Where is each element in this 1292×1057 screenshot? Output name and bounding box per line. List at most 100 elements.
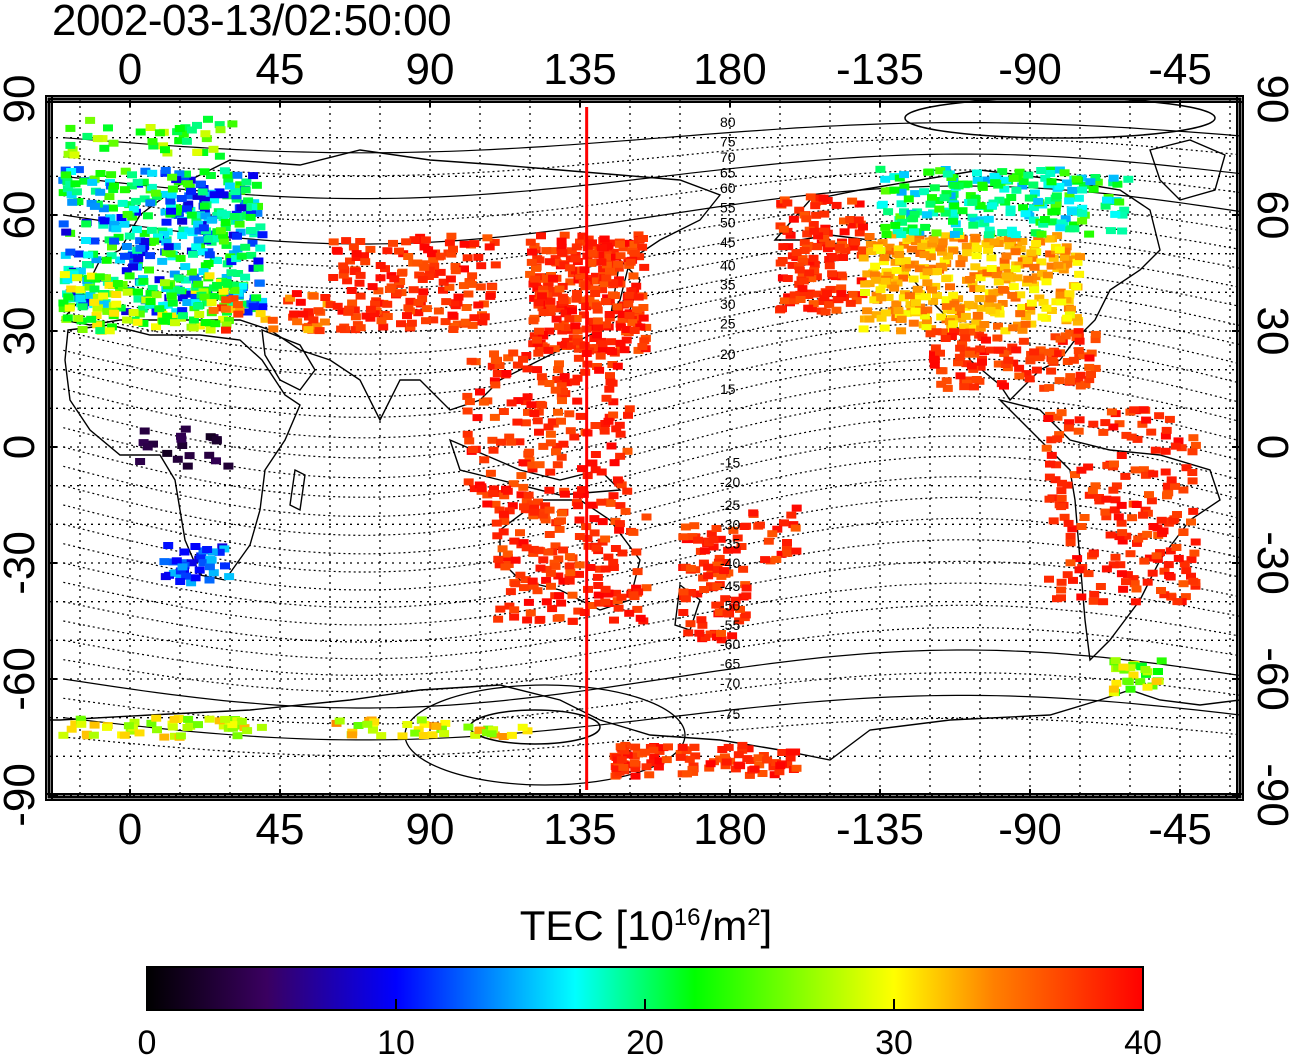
- tec-sample: [298, 310, 309, 318]
- tec-sample: [1086, 371, 1096, 378]
- tec-sample: [925, 249, 936, 257]
- tec-sample: [1029, 348, 1040, 356]
- tec-sample: [1090, 482, 1101, 490]
- tec-sample: [649, 753, 660, 761]
- tec-sample: [1117, 537, 1128, 545]
- tec-sample: [977, 358, 987, 366]
- tec-sample: [328, 238, 339, 246]
- tec-sample: [210, 320, 221, 328]
- tec-sample: [190, 574, 201, 582]
- tec-sample: [608, 558, 619, 566]
- tec-sample: [417, 295, 428, 303]
- colorbar-tick-label: 40: [1124, 1024, 1162, 1057]
- tec-sample: [378, 323, 389, 331]
- tec-sample: [218, 237, 229, 245]
- tec-sample: [689, 522, 700, 530]
- tec-sample: [908, 215, 919, 223]
- tec-sample: [1101, 495, 1112, 503]
- tec-sample: [889, 186, 900, 194]
- tec-sample: [785, 754, 796, 762]
- tec-sample: [899, 208, 909, 216]
- tec-sample: [873, 244, 884, 252]
- tec-sample: [932, 268, 942, 275]
- tec-sample: [599, 427, 610, 435]
- tec-sample: [505, 588, 516, 596]
- tec-sample: [159, 558, 170, 566]
- tec-sample: [678, 533, 689, 541]
- tec-sample: [1071, 314, 1082, 322]
- tec-sample: [488, 490, 499, 497]
- tec-sample: [721, 758, 732, 766]
- tec-sample: [1087, 487, 1098, 495]
- tec-sample: [221, 321, 232, 329]
- tec-sample: [847, 197, 858, 205]
- tec-sample: [1135, 678, 1146, 686]
- tec-sample: [242, 727, 253, 735]
- tec-sample: [129, 259, 140, 267]
- tec-sample: [1065, 539, 1076, 547]
- tec-sample: [150, 189, 161, 197]
- tec-sample: [931, 229, 942, 237]
- tec-sample: [544, 380, 555, 387]
- tec-sample: [95, 188, 106, 196]
- tec-sample: [253, 264, 264, 272]
- tec-sample: [167, 723, 178, 731]
- tec-sample: [982, 269, 993, 277]
- tec-sample: [402, 721, 413, 728]
- tec-sample: [967, 213, 978, 221]
- tec-sample: [376, 317, 387, 325]
- tec-sample: [895, 213, 906, 221]
- tec-sample: [1005, 209, 1016, 217]
- tec-sample: [525, 270, 536, 278]
- tec-sample: [767, 530, 778, 538]
- tec-sample: [161, 238, 172, 246]
- tec-sample: [616, 593, 627, 601]
- tec-sample: [1024, 194, 1035, 202]
- tec-sample: [512, 361, 523, 369]
- tec-sample: [641, 323, 652, 331]
- tec-sample: [712, 561, 723, 569]
- tec-sample: [550, 255, 561, 263]
- contour-label: -25: [720, 497, 740, 513]
- tec-sample: [1041, 278, 1052, 286]
- tec-sample: [711, 633, 722, 641]
- tec-sample: [964, 350, 975, 358]
- tec-sample: [148, 142, 159, 150]
- tec-sample: [1001, 252, 1012, 260]
- tec-sample: [1054, 431, 1065, 439]
- tec-sample: [498, 408, 509, 415]
- tec-sample: [1041, 304, 1052, 312]
- tec-sample: [520, 419, 531, 427]
- tec-sample: [697, 621, 708, 629]
- tec-sample: [972, 245, 982, 252]
- coastline: [289, 468, 306, 512]
- tec-sample: [467, 272, 478, 280]
- tec-sample: [969, 383, 979, 391]
- tec-sample: [1056, 578, 1067, 586]
- tec-sample: [1048, 517, 1059, 525]
- tec-sample: [1153, 668, 1163, 675]
- tec-sample: [858, 254, 869, 262]
- tec-sample: [654, 757, 665, 765]
- mlat-contour: [63, 218, 1240, 290]
- colorbar: 0 10 20 30 40: [138, 966, 1162, 1057]
- tec-sample: [1084, 491, 1095, 499]
- tec-sample: [1090, 330, 1101, 338]
- tec-sample: [1180, 593, 1191, 601]
- tec-sample: [775, 259, 786, 267]
- tec-sample: [940, 209, 951, 217]
- tec-sample: [177, 294, 188, 302]
- tec-sample: [1163, 561, 1174, 569]
- tec-sample: [89, 285, 100, 293]
- tec-sample: [500, 563, 511, 571]
- tec-sample: [408, 286, 419, 294]
- tec-sample: [89, 237, 100, 245]
- tec-sample: [479, 313, 490, 321]
- tec-sample: [221, 241, 232, 249]
- tec-sample: [164, 571, 175, 579]
- tec-sample: [988, 289, 999, 297]
- tec-sample: [94, 273, 105, 281]
- tec-sample: [1189, 549, 1200, 557]
- tec-sample: [65, 141, 76, 149]
- tec-sample: [58, 189, 69, 197]
